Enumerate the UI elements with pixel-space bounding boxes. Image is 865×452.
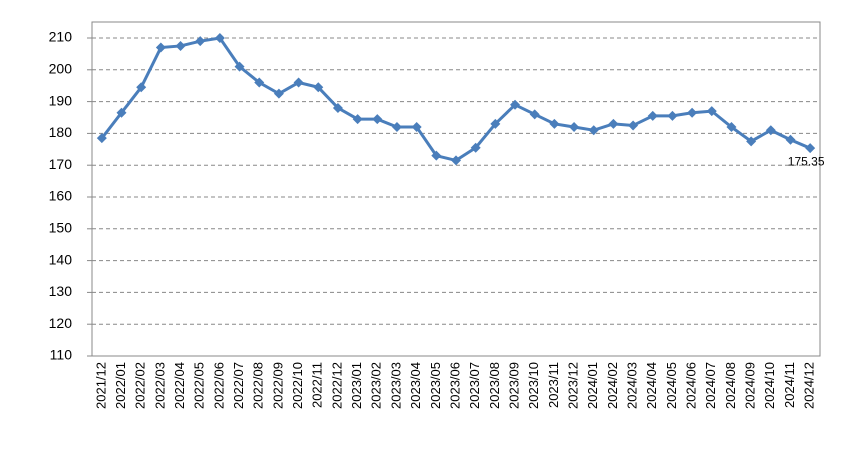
x-tick-label: 2022/04: [172, 362, 187, 409]
x-tick-label: 2023/09: [506, 362, 521, 409]
marker: [411, 122, 422, 133]
marker: [765, 125, 776, 136]
marker: [313, 82, 324, 93]
marker: [569, 122, 580, 133]
marker: [155, 42, 166, 53]
x-tick-label: 2024/12: [802, 362, 817, 409]
y-tick-label: 140: [49, 251, 73, 267]
y-tick-label: 150: [49, 220, 73, 236]
marker: [195, 36, 206, 47]
marker: [214, 33, 225, 43]
marker: [549, 118, 560, 129]
x-tick-label: 2023/10: [526, 362, 541, 409]
x-tick-label: 2023/01: [349, 362, 364, 409]
x-tick-label: 2024/09: [743, 362, 758, 409]
x-tick-label: 2022/07: [231, 362, 246, 409]
marker: [510, 99, 521, 110]
marker: [391, 122, 402, 133]
x-tick-label: 2023/07: [467, 362, 482, 409]
y-tick-label: 180: [49, 124, 73, 140]
x-tick-label: 2024/03: [625, 362, 640, 409]
x-tick-label: 2023/12: [565, 362, 580, 409]
y-tick-label: 210: [49, 29, 73, 45]
marker: [608, 118, 619, 129]
marker: [529, 109, 540, 120]
marker: [451, 155, 461, 166]
y-tick-label: 160: [49, 188, 73, 204]
x-tick-label: 2024/08: [723, 362, 738, 409]
marker: [293, 77, 304, 88]
y-tick-label: 120: [49, 315, 73, 331]
x-tick-label: 2022/08: [251, 362, 266, 409]
marker: [490, 118, 501, 129]
marker: [116, 107, 127, 118]
x-tick-label: 2023/08: [487, 362, 502, 409]
y-tick-label: 110: [50, 347, 73, 363]
marker: [687, 107, 698, 118]
marker: [726, 122, 737, 133]
plot-area: [91, 21, 821, 357]
x-tick-label: 2024/10: [762, 362, 777, 409]
marker: [254, 77, 265, 88]
marker: [332, 102, 343, 113]
x-tick-label: 2022/11: [310, 362, 325, 408]
x-tick-label: 2022/10: [290, 362, 305, 409]
marker: [588, 125, 599, 136]
x-tick-label: 2024/11: [782, 362, 797, 408]
marker: [273, 88, 284, 99]
marker: [136, 82, 147, 93]
marker: [647, 110, 658, 121]
x-tick-label: 2023/03: [388, 362, 403, 409]
marker: [746, 136, 757, 147]
marker: [805, 143, 816, 154]
marker: [96, 133, 107, 144]
x-tick-label: 2022/05: [192, 362, 207, 409]
x-tick-label: 2021/12: [93, 362, 108, 409]
marker: [706, 106, 717, 117]
x-tick-label: 2024/06: [684, 362, 699, 409]
x-tick-label: 2024/04: [644, 362, 659, 409]
marker: [372, 114, 383, 125]
marker: [628, 120, 639, 131]
y-tick-label: 200: [49, 61, 73, 77]
x-tick-label: 2023/04: [408, 362, 423, 409]
x-tick-label: 2023/06: [447, 362, 462, 409]
x-tick-label: 2024/02: [605, 362, 620, 409]
marker: [667, 110, 678, 121]
x-tick-label: 2024/01: [585, 362, 600, 409]
x-tick-label: 2023/11: [546, 362, 561, 408]
y-tick-label: 190: [49, 92, 73, 108]
x-tick-label: 2022/03: [152, 362, 167, 409]
y-tick-label: 130: [49, 283, 73, 299]
y-tick-label: 170: [49, 156, 73, 172]
x-tick-label: 2023/05: [428, 362, 443, 409]
x-tick-label: 2022/09: [270, 362, 285, 409]
x-tick-label: 2024/07: [703, 362, 718, 409]
data-label: 175.35: [788, 154, 825, 168]
x-tick-label: 2022/12: [329, 362, 344, 409]
marker: [175, 40, 186, 51]
x-tick-label: 2022/02: [133, 362, 148, 409]
x-tick-label: 2023/02: [369, 362, 384, 409]
marker: [431, 150, 442, 161]
marker: [470, 142, 481, 153]
x-tick-label: 2024/05: [664, 362, 679, 409]
series-line: [100, 36, 811, 163]
x-tick-label: 2022/01: [113, 362, 128, 409]
marker: [352, 114, 363, 125]
marker: [785, 134, 796, 145]
marker: [234, 61, 245, 72]
x-tick-label: 2022/06: [211, 362, 226, 409]
